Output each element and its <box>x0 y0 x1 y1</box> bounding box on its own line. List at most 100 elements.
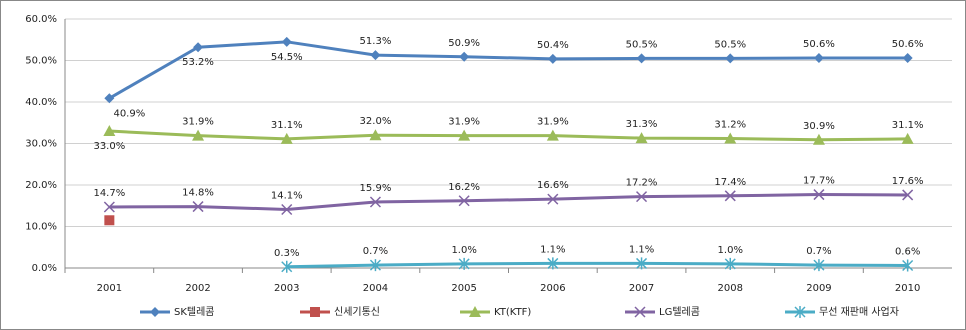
data-point <box>547 257 559 270</box>
data-label: 53.2% <box>182 57 214 68</box>
data-label: 31.9% <box>448 117 480 128</box>
data-label: 1.0% <box>718 245 743 256</box>
x-tick-label: 2002 <box>185 283 210 294</box>
data-label: 16.2% <box>448 182 480 193</box>
legend-marker <box>150 307 160 317</box>
data-point <box>104 93 115 104</box>
data-point <box>724 190 736 202</box>
legend-label: 무선 재판매 사업자 <box>819 305 899 318</box>
data-label: 30.9% <box>803 121 835 132</box>
data-point <box>369 259 381 272</box>
data-point <box>281 36 292 47</box>
data-label: 0.3% <box>274 248 299 259</box>
data-point <box>813 259 825 272</box>
data-point <box>636 191 648 203</box>
x-tick-label: 2005 <box>451 283 476 294</box>
data-label: 50.6% <box>803 39 835 50</box>
legend-label: KT(KTF) <box>494 307 531 318</box>
data-point <box>724 132 737 144</box>
data-point <box>280 132 293 144</box>
data-point <box>635 132 648 144</box>
data-label: 14.8% <box>182 188 214 199</box>
data-label: 1.1% <box>629 244 654 255</box>
data-point <box>281 203 293 216</box>
data-label: 31.9% <box>182 117 214 128</box>
data-point <box>103 125 116 137</box>
data-label: 14.1% <box>271 190 303 201</box>
y-tick-label: 0.0% <box>32 263 57 274</box>
x-tick-label: 2007 <box>629 283 654 294</box>
data-label: 50.4% <box>537 40 569 51</box>
data-point <box>813 189 825 201</box>
data-label: 31.1% <box>892 120 924 131</box>
data-point <box>192 129 205 141</box>
x-tick-label: 2004 <box>363 283 388 294</box>
y-tick-label: 50.0% <box>25 56 57 67</box>
data-label: 32.0% <box>360 116 392 127</box>
data-label: 17.4% <box>714 177 746 188</box>
data-label: 50.9% <box>448 38 480 49</box>
series-line <box>109 193 908 211</box>
data-point <box>812 133 825 145</box>
y-tick-label: 40.0% <box>25 97 57 108</box>
legend-label: SK텔레콤 <box>174 306 215 318</box>
series-line <box>109 129 908 142</box>
data-point <box>369 129 382 141</box>
data-point <box>458 129 471 141</box>
data-label: 54.5% <box>271 52 303 63</box>
legend-marker <box>634 306 646 318</box>
data-label: 31.2% <box>714 120 746 131</box>
data-label: 17.6% <box>892 176 924 187</box>
data-point <box>104 215 115 226</box>
legend-marker <box>310 307 320 317</box>
data-label: 0.7% <box>806 246 831 257</box>
data-label: 1.1% <box>540 244 565 255</box>
data-point <box>369 196 381 208</box>
x-tick-label: 2008 <box>718 283 743 294</box>
data-point <box>725 53 736 64</box>
data-point <box>724 257 736 270</box>
data-point <box>547 193 559 205</box>
series-line <box>286 261 908 269</box>
y-tick-label: 30.0% <box>25 139 57 150</box>
data-label: 50.5% <box>714 39 746 50</box>
legend-marker <box>794 306 806 318</box>
data-point <box>459 51 470 62</box>
data-label: 33.0% <box>93 141 125 152</box>
data-label: 15.9% <box>360 183 392 194</box>
data-point <box>192 201 204 213</box>
data-label: 0.6% <box>895 247 920 258</box>
x-tick-label: 2006 <box>540 283 565 294</box>
data-point <box>901 132 914 144</box>
data-point <box>902 189 914 201</box>
data-label: 17.2% <box>626 178 658 189</box>
x-tick-label: 2003 <box>274 283 299 294</box>
data-label: 51.3% <box>360 36 392 47</box>
data-point <box>636 257 648 270</box>
data-point <box>281 260 293 273</box>
data-label: 1.0% <box>451 245 476 256</box>
data-label: 17.7% <box>803 176 835 187</box>
y-tick-label: 60.0% <box>25 14 57 25</box>
data-point <box>902 259 914 272</box>
x-tick-label: 2001 <box>97 283 122 294</box>
data-label: 14.7% <box>93 188 125 199</box>
data-label: 31.9% <box>537 117 569 128</box>
y-tick-label: 20.0% <box>25 180 57 191</box>
data-point <box>370 50 381 61</box>
x-tick-label: 2010 <box>895 283 920 294</box>
data-point <box>546 129 559 141</box>
data-label: 50.6% <box>892 39 924 50</box>
data-point <box>636 53 647 64</box>
data-label: 40.9% <box>113 108 145 119</box>
data-label: 31.1% <box>271 120 303 131</box>
data-point <box>813 53 824 64</box>
data-point <box>193 42 204 53</box>
legend-label: 신세기통신 <box>334 306 380 318</box>
data-point <box>103 201 115 213</box>
y-tick-label: 10.0% <box>25 222 57 233</box>
series-line <box>108 40 908 100</box>
data-label: 31.3% <box>626 119 658 130</box>
